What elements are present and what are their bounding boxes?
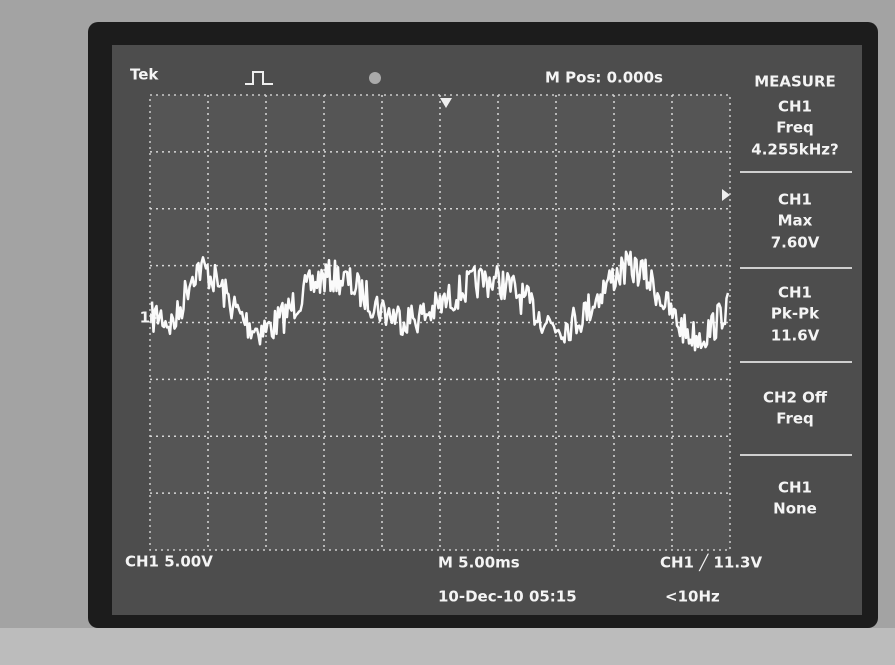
measure-source: CH2 Off (763, 389, 828, 407)
time-scale: M 5.00ms (438, 554, 520, 572)
measure-title: MEASURE (754, 73, 836, 91)
measure-value: 7.60V (771, 234, 820, 252)
measure-source: CH1 (778, 479, 812, 497)
oscilloscope-photo: Tek M Pos: 0.000s 1 MEASURE CH1 Freq 4.255… (0, 0, 895, 665)
trigger-freq: <10Hz (665, 588, 720, 606)
measure-source: CH1 (778, 98, 812, 116)
measure-type: Max (778, 212, 813, 230)
bezel-bottom (0, 628, 895, 665)
brand: Tek (130, 66, 159, 84)
measure-type: Freq (776, 119, 814, 137)
trigger: CH1 ╱ 11.3V (660, 554, 762, 572)
status-icon (369, 72, 381, 84)
measure-source: CH1 (778, 191, 812, 209)
channel-scale: CH1 5.00V (125, 553, 213, 571)
position: M Pos: 0.000s (545, 69, 663, 87)
measure-type: None (773, 500, 817, 518)
measure-type: Freq (776, 410, 814, 428)
measure-type: Pk-Pk (771, 305, 820, 323)
date: 10-Dec-10 05:15 (438, 588, 577, 606)
channel-marker: 1 (140, 309, 150, 327)
measure-value: 4.255kHz? (751, 141, 838, 159)
measure-source: CH1 (778, 284, 812, 302)
measure-value: 11.6V (771, 327, 820, 345)
